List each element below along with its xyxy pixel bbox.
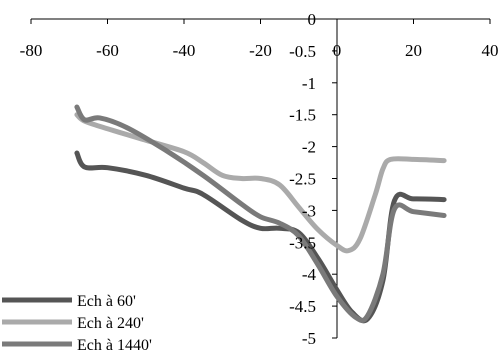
y-tick-labels: 0 -0.5 -1 -1.5 -2 -2.5 -3 -3.5 -4 -4.5 -5 — [289, 10, 316, 348]
y-tick-label: -4.5 — [289, 297, 316, 316]
y-tick-label: 0 — [308, 10, 317, 29]
series-line-3 — [74, 104, 447, 324]
y-tick-label: -1 — [302, 74, 316, 93]
axes — [30, 18, 491, 339]
legend-label: Ech à 60' — [77, 293, 136, 310]
y-tick-label: -2.5 — [289, 170, 316, 189]
y-tick-label: -0.5 — [289, 42, 316, 61]
y-tick-label: -1.5 — [289, 106, 316, 125]
y-tick-label: -3.5 — [289, 233, 316, 252]
x-tick-label: 0 — [333, 41, 342, 60]
y-tick-label: -3 — [302, 201, 316, 220]
x-tick-label: -80 — [20, 41, 43, 60]
series-lines — [74, 104, 447, 324]
y-tick-label: -2 — [302, 138, 316, 157]
y-tick-label: -5 — [302, 329, 316, 348]
x-tick-labels: -80 -60 -40 -20 0 20 40 — [20, 41, 499, 60]
y-tick-label: -4 — [302, 265, 317, 284]
x-tick-label: 20 — [405, 41, 422, 60]
x-tick-label: -60 — [96, 41, 119, 60]
x-tick-label: -40 — [173, 41, 196, 60]
legend-label: Ech à 240' — [77, 315, 144, 332]
x-tick-label: -20 — [249, 41, 272, 60]
legend: Ech à 60' Ech à 240' Ech à 1440' — [2, 293, 152, 352]
x-tick-label: 40 — [482, 41, 499, 60]
legend-label: Ech à 1440' — [77, 337, 152, 352]
